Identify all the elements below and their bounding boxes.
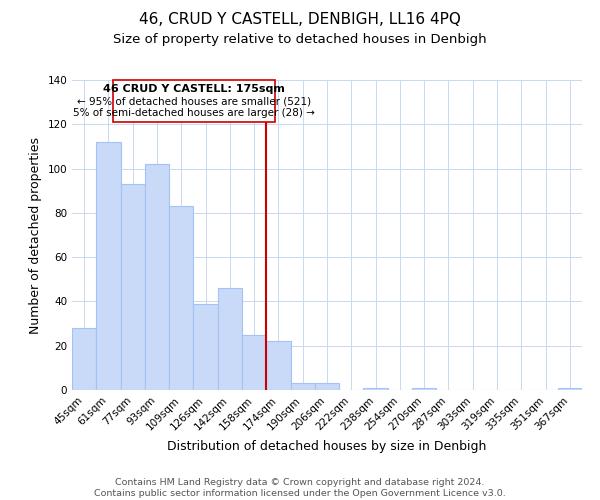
Bar — [218, 288, 242, 390]
Bar — [242, 334, 266, 390]
Text: 46, CRUD Y CASTELL, DENBIGH, LL16 4PQ: 46, CRUD Y CASTELL, DENBIGH, LL16 4PQ — [139, 12, 461, 28]
Text: ← 95% of detached houses are smaller (521): ← 95% of detached houses are smaller (52… — [77, 96, 311, 106]
Bar — [96, 142, 121, 390]
X-axis label: Distribution of detached houses by size in Denbigh: Distribution of detached houses by size … — [167, 440, 487, 453]
Bar — [315, 384, 339, 390]
Bar — [121, 184, 145, 390]
Text: 5% of semi-detached houses are larger (28) →: 5% of semi-detached houses are larger (2… — [73, 108, 315, 118]
Y-axis label: Number of detached properties: Number of detached properties — [29, 136, 42, 334]
Bar — [145, 164, 169, 390]
FancyBboxPatch shape — [113, 80, 275, 122]
Bar — [193, 304, 218, 390]
Text: 46 CRUD Y CASTELL: 175sqm: 46 CRUD Y CASTELL: 175sqm — [103, 84, 285, 94]
Text: Size of property relative to detached houses in Denbigh: Size of property relative to detached ho… — [113, 32, 487, 46]
Bar — [364, 388, 388, 390]
Bar — [290, 384, 315, 390]
Bar — [169, 206, 193, 390]
Bar — [72, 328, 96, 390]
Bar — [266, 342, 290, 390]
Text: Contains HM Land Registry data © Crown copyright and database right 2024.
Contai: Contains HM Land Registry data © Crown c… — [94, 478, 506, 498]
Bar — [412, 388, 436, 390]
Bar — [558, 388, 582, 390]
